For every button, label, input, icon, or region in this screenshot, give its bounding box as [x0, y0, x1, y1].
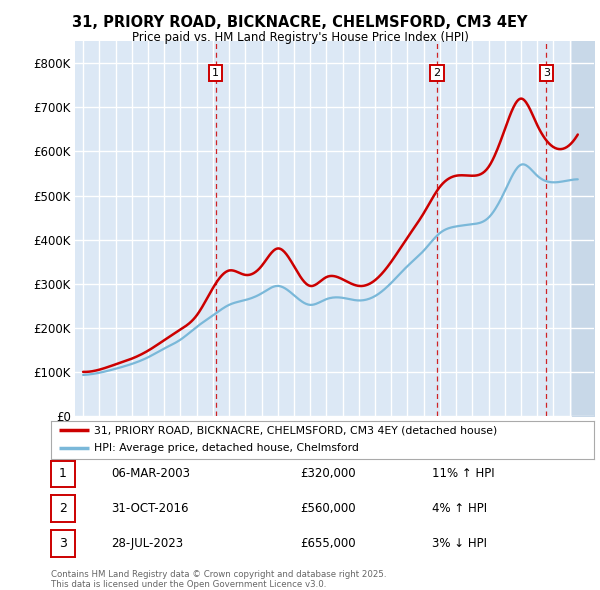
Text: £560,000: £560,000 — [300, 502, 356, 515]
Text: Contains HM Land Registry data © Crown copyright and database right 2025.
This d: Contains HM Land Registry data © Crown c… — [51, 570, 386, 589]
Text: 31-OCT-2016: 31-OCT-2016 — [111, 502, 188, 515]
Text: 06-MAR-2003: 06-MAR-2003 — [111, 467, 190, 480]
Text: 11% ↑ HPI: 11% ↑ HPI — [432, 467, 494, 480]
Text: 31, PRIORY ROAD, BICKNACRE, CHELMSFORD, CM3 4EY (detached house): 31, PRIORY ROAD, BICKNACRE, CHELMSFORD, … — [94, 425, 497, 435]
Text: 1: 1 — [212, 68, 219, 78]
Text: 3: 3 — [543, 68, 550, 78]
Text: 2: 2 — [434, 68, 441, 78]
Text: HPI: Average price, detached house, Chelmsford: HPI: Average price, detached house, Chel… — [94, 443, 359, 453]
Text: £320,000: £320,000 — [300, 467, 356, 480]
Text: 31, PRIORY ROAD, BICKNACRE, CHELMSFORD, CM3 4EY: 31, PRIORY ROAD, BICKNACRE, CHELMSFORD, … — [72, 15, 528, 30]
Text: Price paid vs. HM Land Registry's House Price Index (HPI): Price paid vs. HM Land Registry's House … — [131, 31, 469, 44]
Text: 1: 1 — [59, 467, 67, 480]
Text: 3% ↓ HPI: 3% ↓ HPI — [432, 537, 487, 550]
Text: 28-JUL-2023: 28-JUL-2023 — [111, 537, 183, 550]
Text: 2: 2 — [59, 502, 67, 515]
Text: 4% ↑ HPI: 4% ↑ HPI — [432, 502, 487, 515]
Text: £655,000: £655,000 — [300, 537, 356, 550]
Text: 3: 3 — [59, 537, 67, 550]
